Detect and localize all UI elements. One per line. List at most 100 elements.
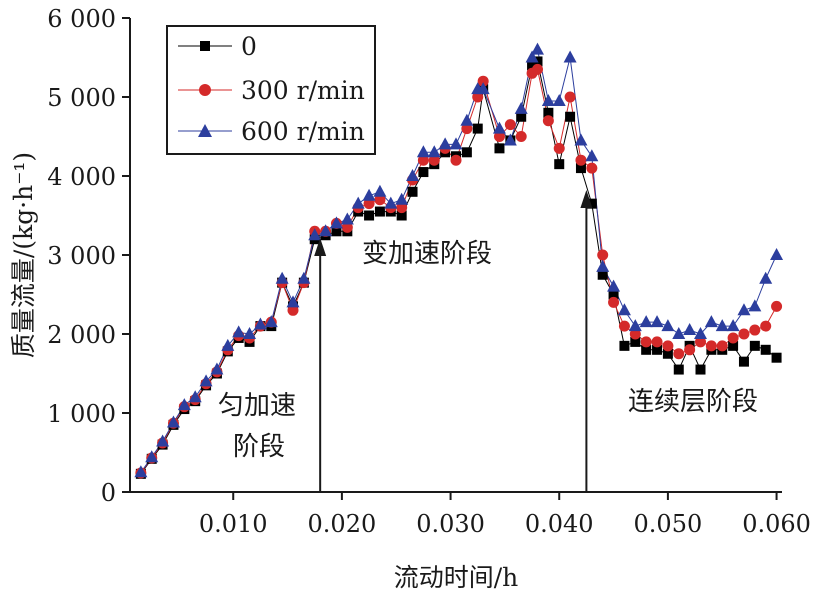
- x-tick-label: 0.030: [416, 510, 485, 538]
- data-point-triangle: [438, 137, 452, 150]
- data-point-square: [641, 344, 652, 355]
- data-point-triangle: [531, 42, 544, 55]
- data-point-circle: [716, 340, 728, 352]
- data-point-circle: [477, 75, 489, 87]
- data-point-triangle: [683, 323, 697, 336]
- data-point-triangle: [188, 390, 202, 403]
- data-point-triangle: [319, 224, 333, 237]
- data-point-triangle: [617, 303, 631, 316]
- data-point-triangle: [759, 271, 773, 284]
- data-point-circle: [396, 202, 408, 214]
- data-point-triangle: [492, 121, 506, 134]
- legend-marker-circle: [199, 84, 211, 96]
- data-point-square: [565, 111, 576, 122]
- data-point-circle: [287, 304, 299, 316]
- data-point-circle: [515, 131, 527, 142]
- data-point-circle: [629, 328, 641, 340]
- data-point-square: [586, 198, 597, 209]
- data-point-circle: [542, 115, 554, 127]
- x-axis-label: 流动时间/h: [394, 563, 519, 592]
- data-point-triangle: [351, 196, 365, 209]
- data-point-square: [472, 123, 483, 134]
- annotation-uniform-accel-line1: 匀加速: [218, 391, 296, 421]
- y-tick-label: 4 000: [47, 163, 116, 191]
- continuous-layer-arrowhead: [580, 190, 593, 208]
- data-point-triangle: [134, 465, 148, 478]
- data-point-circle: [705, 340, 717, 352]
- x-tick-label: 0.010: [199, 510, 268, 538]
- data-point-triangle: [449, 137, 463, 150]
- data-point-circle: [493, 131, 505, 142]
- data-point-square: [749, 340, 760, 351]
- data-point-square: [728, 340, 739, 351]
- axis-ticks: 0.010 0.020 0.030 0.040 0.050 0.060 0 1 000 2 00…: [47, 5, 811, 538]
- data-point-triangle: [286, 295, 300, 308]
- data-point-square: [543, 107, 554, 118]
- data-point-circle: [684, 344, 696, 356]
- data-point-triangle: [232, 325, 246, 338]
- data-point-triangle: [275, 271, 289, 284]
- data-point-triangle: [406, 169, 420, 181]
- data-point-circle: [695, 336, 706, 348]
- data-point-square: [494, 143, 505, 154]
- data-point-triangle: [596, 259, 610, 272]
- uniform-acceleration-arrowhead: [314, 238, 327, 256]
- data-point-triangle: [340, 212, 354, 225]
- data-point-triangle: [552, 93, 566, 106]
- data-point-circle: [651, 336, 663, 348]
- data-point-triangle: [308, 228, 322, 241]
- data-point-triangle: [650, 315, 664, 328]
- data-point-square: [364, 210, 375, 221]
- data-point-triangle: [297, 271, 311, 284]
- data-point-triangle: [156, 434, 170, 447]
- data-point-triangle: [264, 315, 278, 328]
- data-point-triangle: [243, 327, 257, 339]
- data-point-triangle: [384, 196, 398, 209]
- data-point-triangle: [503, 133, 517, 146]
- data-point-triangle: [460, 113, 474, 126]
- data-point-triangle: [715, 319, 729, 332]
- data-point-circle: [727, 332, 739, 344]
- data-point-triangle: [145, 450, 159, 463]
- data-point-square: [527, 60, 538, 71]
- data-point-triangle: [574, 133, 588, 146]
- data-point-square: [461, 147, 472, 158]
- data-point-square: [597, 269, 608, 280]
- data-point-triangle: [373, 184, 387, 197]
- data-point-circle: [504, 119, 516, 131]
- y-tick-label: 5 000: [47, 84, 116, 112]
- data-point-circle: [618, 320, 630, 332]
- data-point-circle: [461, 123, 473, 135]
- annotation-uniform-accel-line2: 阶段: [233, 432, 285, 462]
- data-point-triangle: [525, 50, 539, 63]
- data-point-circle: [428, 154, 440, 166]
- data-point-triangle: [661, 319, 675, 332]
- x-tick-label: 0.050: [634, 510, 703, 538]
- data-point-triangle: [770, 248, 784, 260]
- y-axis-label: 质量流量/(kg·h⁻¹): [9, 152, 38, 358]
- data-point-triangle: [541, 93, 555, 106]
- data-point-circle: [472, 91, 484, 103]
- data-point-triangle: [672, 327, 686, 339]
- data-point-triangle: [416, 145, 430, 158]
- data-point-circle: [640, 336, 652, 348]
- x-tick-label: 0.060: [742, 510, 811, 538]
- data-point-square: [418, 167, 429, 178]
- y-tick-label: 2 000: [47, 321, 116, 349]
- data-point-square: [673, 364, 684, 375]
- data-point-square: [738, 356, 749, 367]
- data-point-circle: [673, 348, 685, 360]
- data-point-square: [760, 344, 771, 355]
- annotation-variable-accel: 变加速阶段: [362, 239, 492, 269]
- data-point-circle: [597, 249, 609, 261]
- data-point-square: [407, 186, 418, 197]
- annotation-continuous-layer: 连续层阶段: [628, 387, 758, 417]
- data-point-circle: [738, 328, 750, 340]
- data-point-triangle: [253, 317, 267, 330]
- data-point-square: [619, 340, 630, 351]
- data-point-circle: [450, 154, 462, 166]
- data-point-circle: [374, 194, 386, 206]
- data-point-circle: [553, 142, 565, 154]
- data-point-triangle: [639, 315, 653, 328]
